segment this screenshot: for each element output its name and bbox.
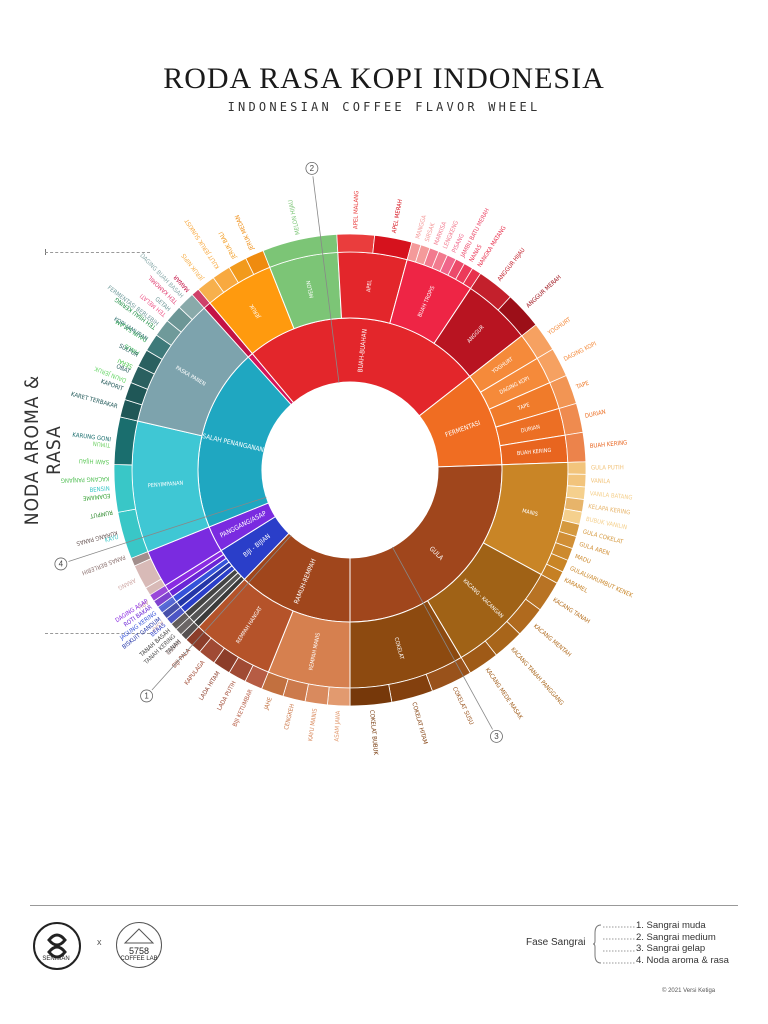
leaf-vanila (567, 473, 587, 488)
phase-divider (68, 496, 267, 562)
leaf-label: TIMUN (93, 439, 112, 448)
leaf-daging-buah-basah (178, 294, 205, 321)
footer-divider (30, 905, 738, 906)
leaf-label: VANILA BATANG (589, 490, 632, 501)
coffee-lab-logo (116, 922, 162, 968)
wheel-center (263, 383, 437, 557)
legend-item: 4. Noda aroma & rasa (636, 954, 729, 966)
leaf-label: KELAPA KERING (588, 503, 631, 516)
leaf-label: VANILA (591, 477, 611, 485)
leaf-asam-jawa (326, 686, 351, 707)
leaf-label: JERUK NIPIS (180, 252, 206, 283)
leaf-label: MELON HIJAU (287, 199, 302, 235)
leaf-label: BIJI KETUMBAR (232, 688, 255, 728)
leaf-label: KARET TERBAKAR (70, 391, 118, 410)
phase-divider (151, 535, 292, 691)
copyright: © 2021 Versi Ketiga (662, 988, 716, 994)
sub-label: PENYIMPANAN (148, 481, 184, 490)
page-subtitle: INDONESIAN COFFEE FLAVOR WHEEL (227, 100, 541, 114)
leaf-label: JERUK BALI (217, 230, 238, 261)
coffee-lab-number: 5758 (128, 946, 150, 956)
leaf-label: BUBUK VANILIN (585, 516, 627, 531)
leaf-band (564, 431, 587, 463)
leaf-label: JAHE (263, 696, 274, 712)
leaf-label: COKELAT BUBUK (368, 710, 379, 756)
leaf-label: APEL MERAH (391, 199, 404, 234)
leaf-label: KACANG TANAH PANGGANG (509, 646, 565, 707)
legend-heading: Fase Sangrai (526, 937, 586, 948)
leaf-label: SAWI HIJAU (79, 457, 110, 465)
leaf-label: ASAM JAWA (333, 710, 341, 741)
leaf-label: KAYU (104, 534, 119, 545)
sub-label: DURIAN (520, 424, 541, 434)
leaf-cokelat-bubuk (349, 684, 393, 707)
leaf-label: KACANG MENTAH (532, 623, 573, 659)
sub-label: BUAH KERING (517, 448, 552, 457)
leaf-label: BENSIN (89, 485, 110, 494)
phase-divider (392, 546, 493, 730)
leaf-label: KACANG MEDE MASAK (484, 667, 525, 722)
leaf-bensin (113, 464, 137, 513)
leaf-label: GULA PUTIH (591, 464, 624, 471)
leaf-label: ANGGUR HIJAU (496, 247, 526, 283)
leaf-label: EDAMAME (82, 492, 111, 502)
phase-marker-number: 4 (59, 560, 64, 569)
leaf-gula-putih (567, 461, 587, 475)
phase-marker (54, 557, 68, 571)
leaf-label: KACANG PANJANG (61, 475, 110, 484)
leaf-label: LADA PUTIH (216, 680, 238, 712)
phase-marker-number: 1 (144, 692, 149, 701)
side-bracket-line (45, 252, 150, 634)
legend-item: 2. Sangrai medium (636, 931, 716, 943)
leaf-label: COKELAT SUSU (451, 686, 475, 726)
phase-marker (140, 689, 153, 703)
leaf-label: KARUNG GONI (72, 432, 112, 444)
legend-brace-icon (593, 924, 635, 964)
leaf-kayu-manis (304, 683, 330, 706)
leaf-label: APEL MALANG (352, 191, 360, 230)
sub-label: APEL (366, 279, 373, 292)
coffee-lab-text: COFFEE LAB (120, 956, 158, 962)
leaf-label: KARAMEL (563, 577, 589, 595)
legend-item: 3. Sangrai gelap (636, 943, 706, 954)
leaf-label: LADA HITAM (198, 670, 222, 702)
phase-marker-number: 2 (310, 164, 315, 173)
legend-item: 1. Sangrai muda (636, 920, 706, 931)
phase-marker (305, 161, 319, 175)
sub-label: MELON (306, 280, 316, 299)
phase-marker-number: 3 (494, 732, 499, 741)
leaf-label: BUAH KERING (590, 439, 628, 450)
phase-divider (312, 176, 340, 383)
leaf-label: TAPE (574, 380, 590, 392)
seniman-logo (33, 922, 81, 970)
leaf-label: DAGING KOPI (563, 340, 598, 363)
leaf-label: KAPULAGA (183, 659, 206, 686)
leaf-label: ANGGUR MERAH (525, 274, 563, 310)
leaf-label: JERUK MEDAN (234, 214, 256, 252)
sub-label: MANIS (521, 508, 538, 518)
leaf-label: DURIAN (584, 408, 606, 420)
page-title: RODA RASA KOPI INDONESIA (163, 62, 605, 95)
leaf-label: CENGKEH (283, 703, 296, 730)
leaf-label: COKELAT HITAM (410, 701, 428, 745)
leaf-label: ARANG (117, 576, 137, 591)
seniman-logo-text: SENIMAN (42, 956, 70, 962)
legend: 1. Sangrai muda 2. Sangrai medium 3. San… (636, 920, 729, 966)
leaf-label: KACANG TANAH (551, 597, 591, 626)
leaf-label: KAYU MANIS (307, 707, 319, 741)
phase-marker (490, 729, 503, 743)
leaf-apel-malang (336, 233, 376, 254)
sub-label: TAPE (516, 402, 530, 412)
leaf-label: PANAS BERLEBIH (81, 553, 127, 576)
collab-x: x (97, 937, 102, 947)
leaf-label: MADU (574, 553, 592, 565)
leaf-label: YOGHURT (546, 316, 573, 337)
leaf-label: RUMPUT (89, 508, 113, 519)
